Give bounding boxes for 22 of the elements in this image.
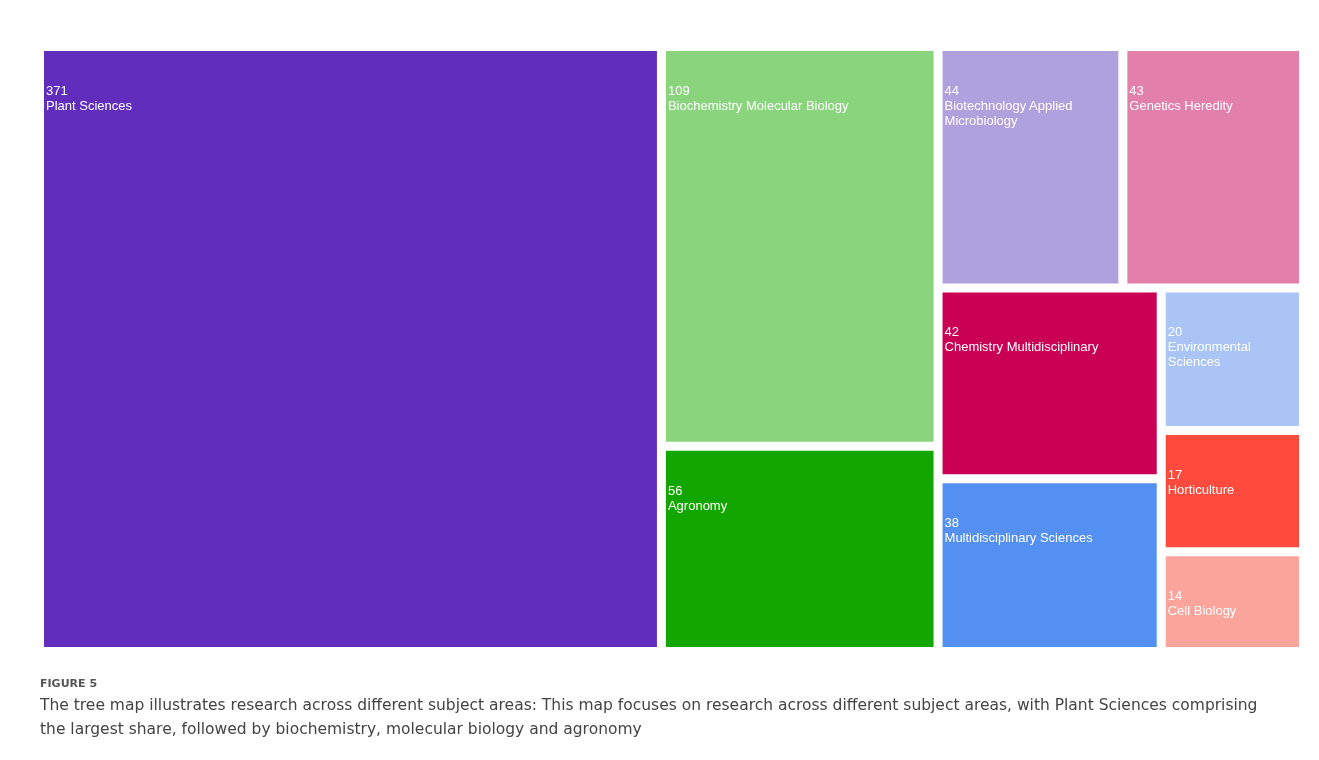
data-label: 109 [667, 83, 690, 98]
category-label: Plant Sciences [46, 98, 133, 113]
category-label: Agronomy [667, 497, 728, 513]
data-label: 42 [944, 324, 960, 340]
data-label: 38 [944, 515, 960, 531]
category-label: Biotechnology Applied Microbiology [944, 98, 1077, 128]
data-label: 56 [667, 482, 683, 498]
data-label: 14 [1167, 588, 1183, 604]
data-label: 371 [46, 83, 68, 98]
text: The tree map illustrates research across different subject areas: This map focuses on research across different subject areas, with Plant Sciences comprising the largest share, followed by biochemistry, molecular biology and agronomy [40, 695, 1259, 740]
data-label: 44 [944, 83, 960, 98]
category-label: Chemistry Multidisciplinary [944, 339, 1099, 355]
category-label: Biochemistry Molecular Biology [667, 98, 850, 113]
data-label: 17 [1167, 467, 1183, 483]
text: FIGURE 5 [40, 677, 99, 690]
category-label: Environmental Sciences [1167, 339, 1255, 370]
data-label: 43 [1129, 83, 1144, 98]
category-label: Cell Biology [1167, 603, 1237, 619]
data-label: 20 [1167, 324, 1183, 340]
category-label: Multidisciplinary Sciences [944, 530, 1094, 546]
category-label: Horticulture [1167, 482, 1235, 498]
category-label: Genetics Heredity [1129, 98, 1234, 113]
